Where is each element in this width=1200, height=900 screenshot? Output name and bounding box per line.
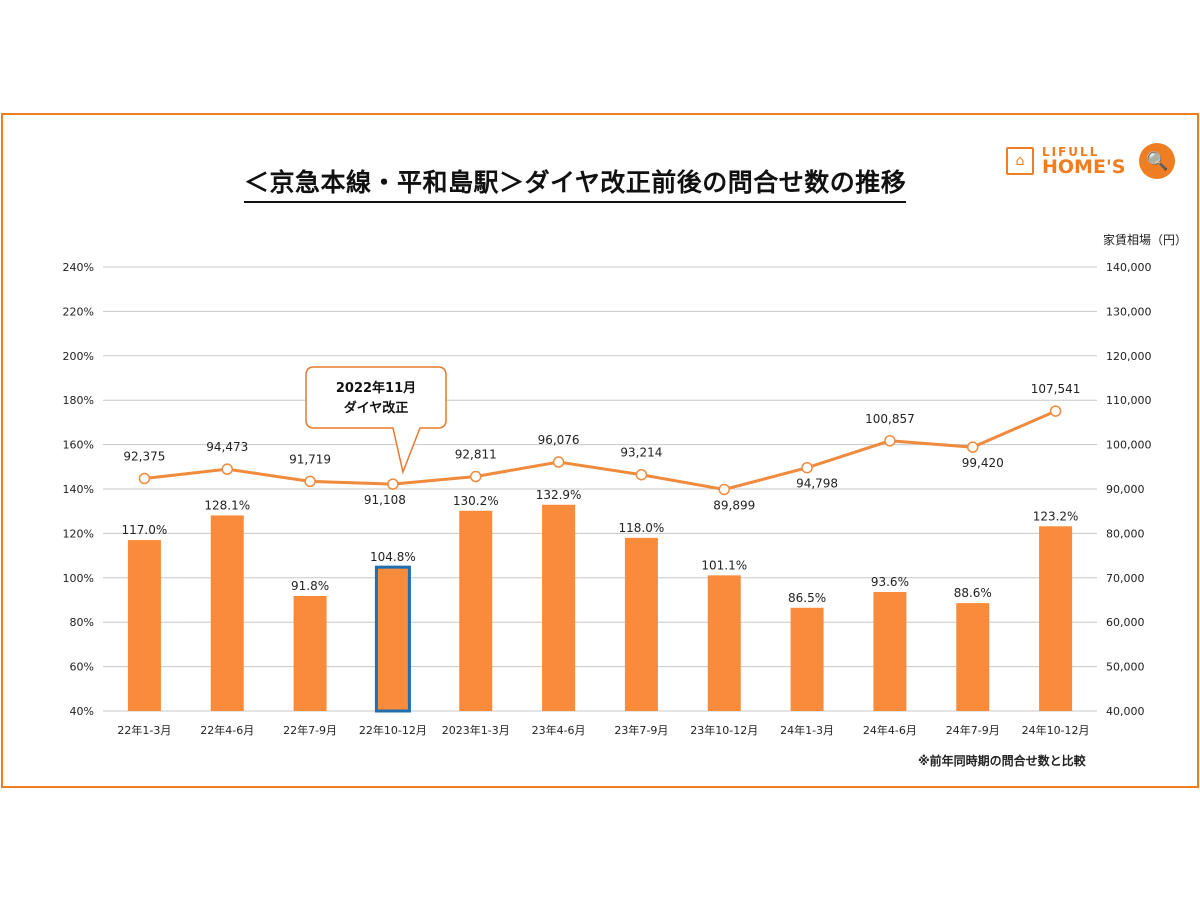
rent-label: 92,375	[123, 449, 165, 463]
rent-point	[552, 456, 565, 468]
rent-label: 91,108	[364, 493, 406, 507]
bar	[127, 540, 161, 711]
rent-point	[470, 470, 482, 483]
annotation-line1: 2022年11月	[336, 380, 416, 396]
chart-frame	[1, 113, 1199, 788]
bar	[1039, 526, 1073, 711]
footnote: ※前年同時期の問合せ数と比較	[918, 754, 1086, 768]
bar	[542, 504, 576, 711]
annotation-callout	[305, 366, 447, 475]
right-tick-label: 140,000	[1106, 261, 1152, 274]
right-tick-label: 100,000	[1106, 439, 1152, 452]
left-tick-label: 60%	[70, 661, 94, 674]
rent-label: 91,719	[289, 452, 331, 466]
bar-label: 93.6%	[871, 575, 909, 589]
x-tick-label: 24年1-3月	[780, 723, 834, 737]
right-axis-label: 家賃相場（円）	[1103, 233, 1188, 247]
right-tick-label: 90,000	[1106, 483, 1145, 496]
rent-label: 96,076	[538, 433, 580, 447]
rent-point	[221, 463, 233, 475]
x-tick-label: 23年4-6月	[532, 723, 586, 737]
left-tick-label: 240%	[63, 261, 94, 274]
left-tick-label: 80%	[70, 616, 94, 629]
bar-label: 117.0%	[122, 523, 168, 537]
chart-title: ＜京急本線・平和島駅＞ダイヤ改正前後の問合せ数の推移	[244, 163, 907, 203]
left-tick-label: 180%	[63, 394, 94, 407]
rent-line	[144, 409, 1057, 491]
rent-label: 94,473	[206, 440, 248, 454]
bar-label: 123.2%	[1033, 509, 1079, 523]
rent-point	[801, 461, 813, 474]
rent-label: 107,541	[1031, 382, 1081, 396]
rent-point	[304, 475, 316, 488]
left-tick-label: 200%	[63, 350, 94, 363]
right-tick-label: 50,000	[1106, 661, 1145, 674]
x-tick-label: 22年4-6月	[200, 723, 254, 737]
x-tick-label: 22年1-3月	[117, 723, 171, 737]
rent-label: 93,214	[620, 446, 662, 460]
bar	[293, 596, 327, 711]
bar	[374, 565, 411, 713]
rent-point	[718, 483, 730, 496]
x-tick-label: 24年10-12月	[1022, 723, 1090, 737]
left-tick-label: 120%	[63, 527, 94, 540]
bar-label: 86.5%	[788, 591, 826, 605]
rent-point	[1049, 405, 1062, 417]
right-tick-label: 120,000	[1106, 350, 1152, 363]
annotation-line2: ダイヤ改正	[344, 400, 409, 416]
rent-label: 99,420	[962, 456, 1004, 470]
x-tick-label: 23年10-12月	[690, 723, 758, 737]
left-tick-label: 160%	[63, 439, 94, 452]
bar-label: 128.1%	[204, 498, 250, 512]
right-tick-label: 130,000	[1106, 305, 1152, 318]
bar	[210, 515, 244, 711]
right-tick-label: 40,000	[1106, 705, 1145, 718]
rent-point	[967, 441, 979, 453]
bar	[459, 510, 493, 711]
rent-point	[635, 468, 648, 481]
bar	[956, 603, 990, 711]
rent-label: 100,857	[865, 412, 915, 426]
lifull-homes-logo: ⌂ LIFULL HOME'S 🔍	[1006, 143, 1176, 179]
house-icon: ⌂	[1006, 147, 1034, 175]
rent-label: 92,811	[455, 448, 497, 462]
right-tick-label: 110,000	[1106, 394, 1152, 407]
rent-point	[138, 472, 151, 485]
bar-label: 130.2%	[453, 494, 499, 508]
left-tick-label: 220%	[63, 305, 94, 318]
bar-label: 101.1%	[701, 558, 747, 572]
x-tick-label: 23年7-9月	[614, 723, 668, 737]
x-tick-label: 24年7-9月	[946, 723, 1000, 737]
mascot-icon: 🔍	[1139, 143, 1176, 179]
x-tick-label: 22年7-9月	[283, 723, 337, 737]
bar-label: 91.8%	[291, 579, 329, 593]
x-tick-label: 2023年1-3月	[442, 723, 510, 737]
bar-label: 88.6%	[954, 586, 992, 600]
rent-point	[387, 478, 399, 490]
left-tick-label: 100%	[63, 572, 94, 585]
right-tick-label: 70,000	[1106, 572, 1145, 585]
logo-line2: HOME'S	[1042, 155, 1126, 178]
rent-label: 94,798	[796, 477, 838, 491]
x-tick-label: 22年10-12月	[359, 723, 427, 737]
bar	[873, 592, 907, 711]
x-tick-label: 24年4-6月	[863, 723, 917, 737]
right-tick-label: 80,000	[1106, 527, 1145, 540]
logo-line1: LIFULL	[1042, 144, 1100, 159]
rent-label: 89,899	[713, 498, 755, 512]
bar	[790, 607, 824, 711]
bar-label: 132.9%	[536, 488, 582, 502]
bar-label: 104.8%	[370, 550, 416, 564]
left-tick-label: 140%	[63, 483, 94, 496]
bar	[624, 537, 658, 711]
rent-point	[884, 435, 896, 447]
right-tick-label: 60,000	[1106, 616, 1145, 629]
left-tick-label: 40%	[70, 705, 94, 718]
bar-label: 118.0%	[619, 521, 665, 535]
bar	[707, 575, 741, 711]
